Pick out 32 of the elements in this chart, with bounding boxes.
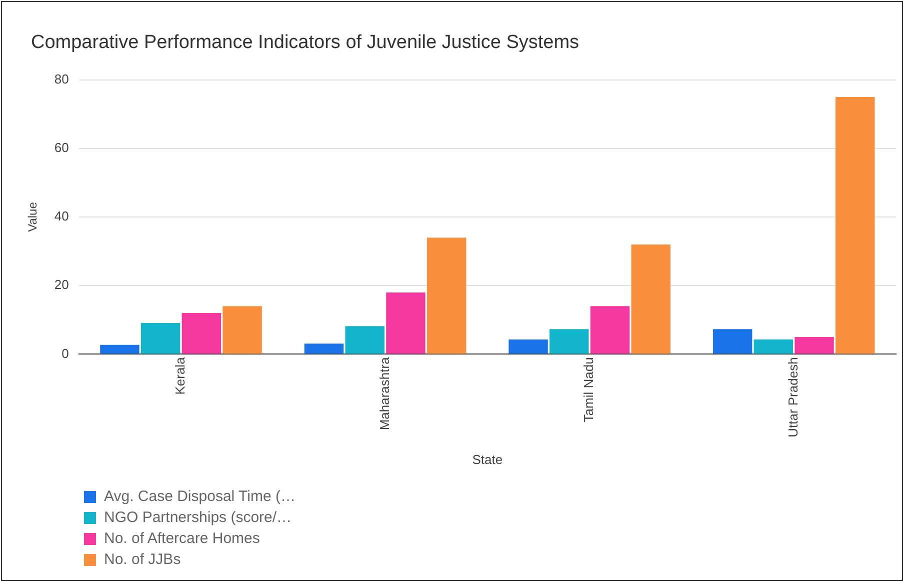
y-tick-label: 20 — [54, 277, 69, 292]
legend-label: Avg. Case Disposal Time (… — [104, 487, 296, 507]
x-tick-label: Uttar Pradesh — [785, 357, 800, 438]
x-tick-label: Tamil Nadu — [581, 357, 596, 422]
bar — [426, 238, 466, 354]
y-tick-label: 80 — [54, 71, 69, 86]
bar — [345, 326, 384, 354]
bar — [550, 329, 589, 354]
bar — [590, 306, 630, 354]
bar — [140, 322, 180, 354]
bar — [386, 292, 426, 354]
bar — [754, 339, 794, 354]
legend-label: No. of Aftercare Homes — [104, 529, 260, 549]
bar — [182, 313, 222, 354]
bar — [304, 344, 344, 354]
y-tick-label: 0 — [62, 346, 69, 361]
bar — [222, 306, 262, 354]
x-tick-label: Kerala — [172, 356, 188, 395]
bar — [100, 344, 140, 354]
x-axis-title: State — [472, 452, 503, 467]
bar — [508, 339, 548, 354]
bar — [631, 244, 670, 354]
x-tick-label: Maharashtra — [376, 356, 392, 430]
y-axis-title: Value — [26, 202, 40, 232]
bar — [712, 329, 752, 354]
y-tick-label: 60 — [54, 140, 69, 155]
bar — [836, 96, 875, 354]
legend-label: No. of JJBs — [104, 550, 181, 570]
bar — [794, 337, 834, 354]
y-tick-label: 40 — [54, 208, 69, 224]
legend-label: NGO Partnerships (score/… — [104, 508, 292, 528]
chart-title: Comparative Performance Indicators of Juvenile Justice Systems — [31, 32, 580, 54]
